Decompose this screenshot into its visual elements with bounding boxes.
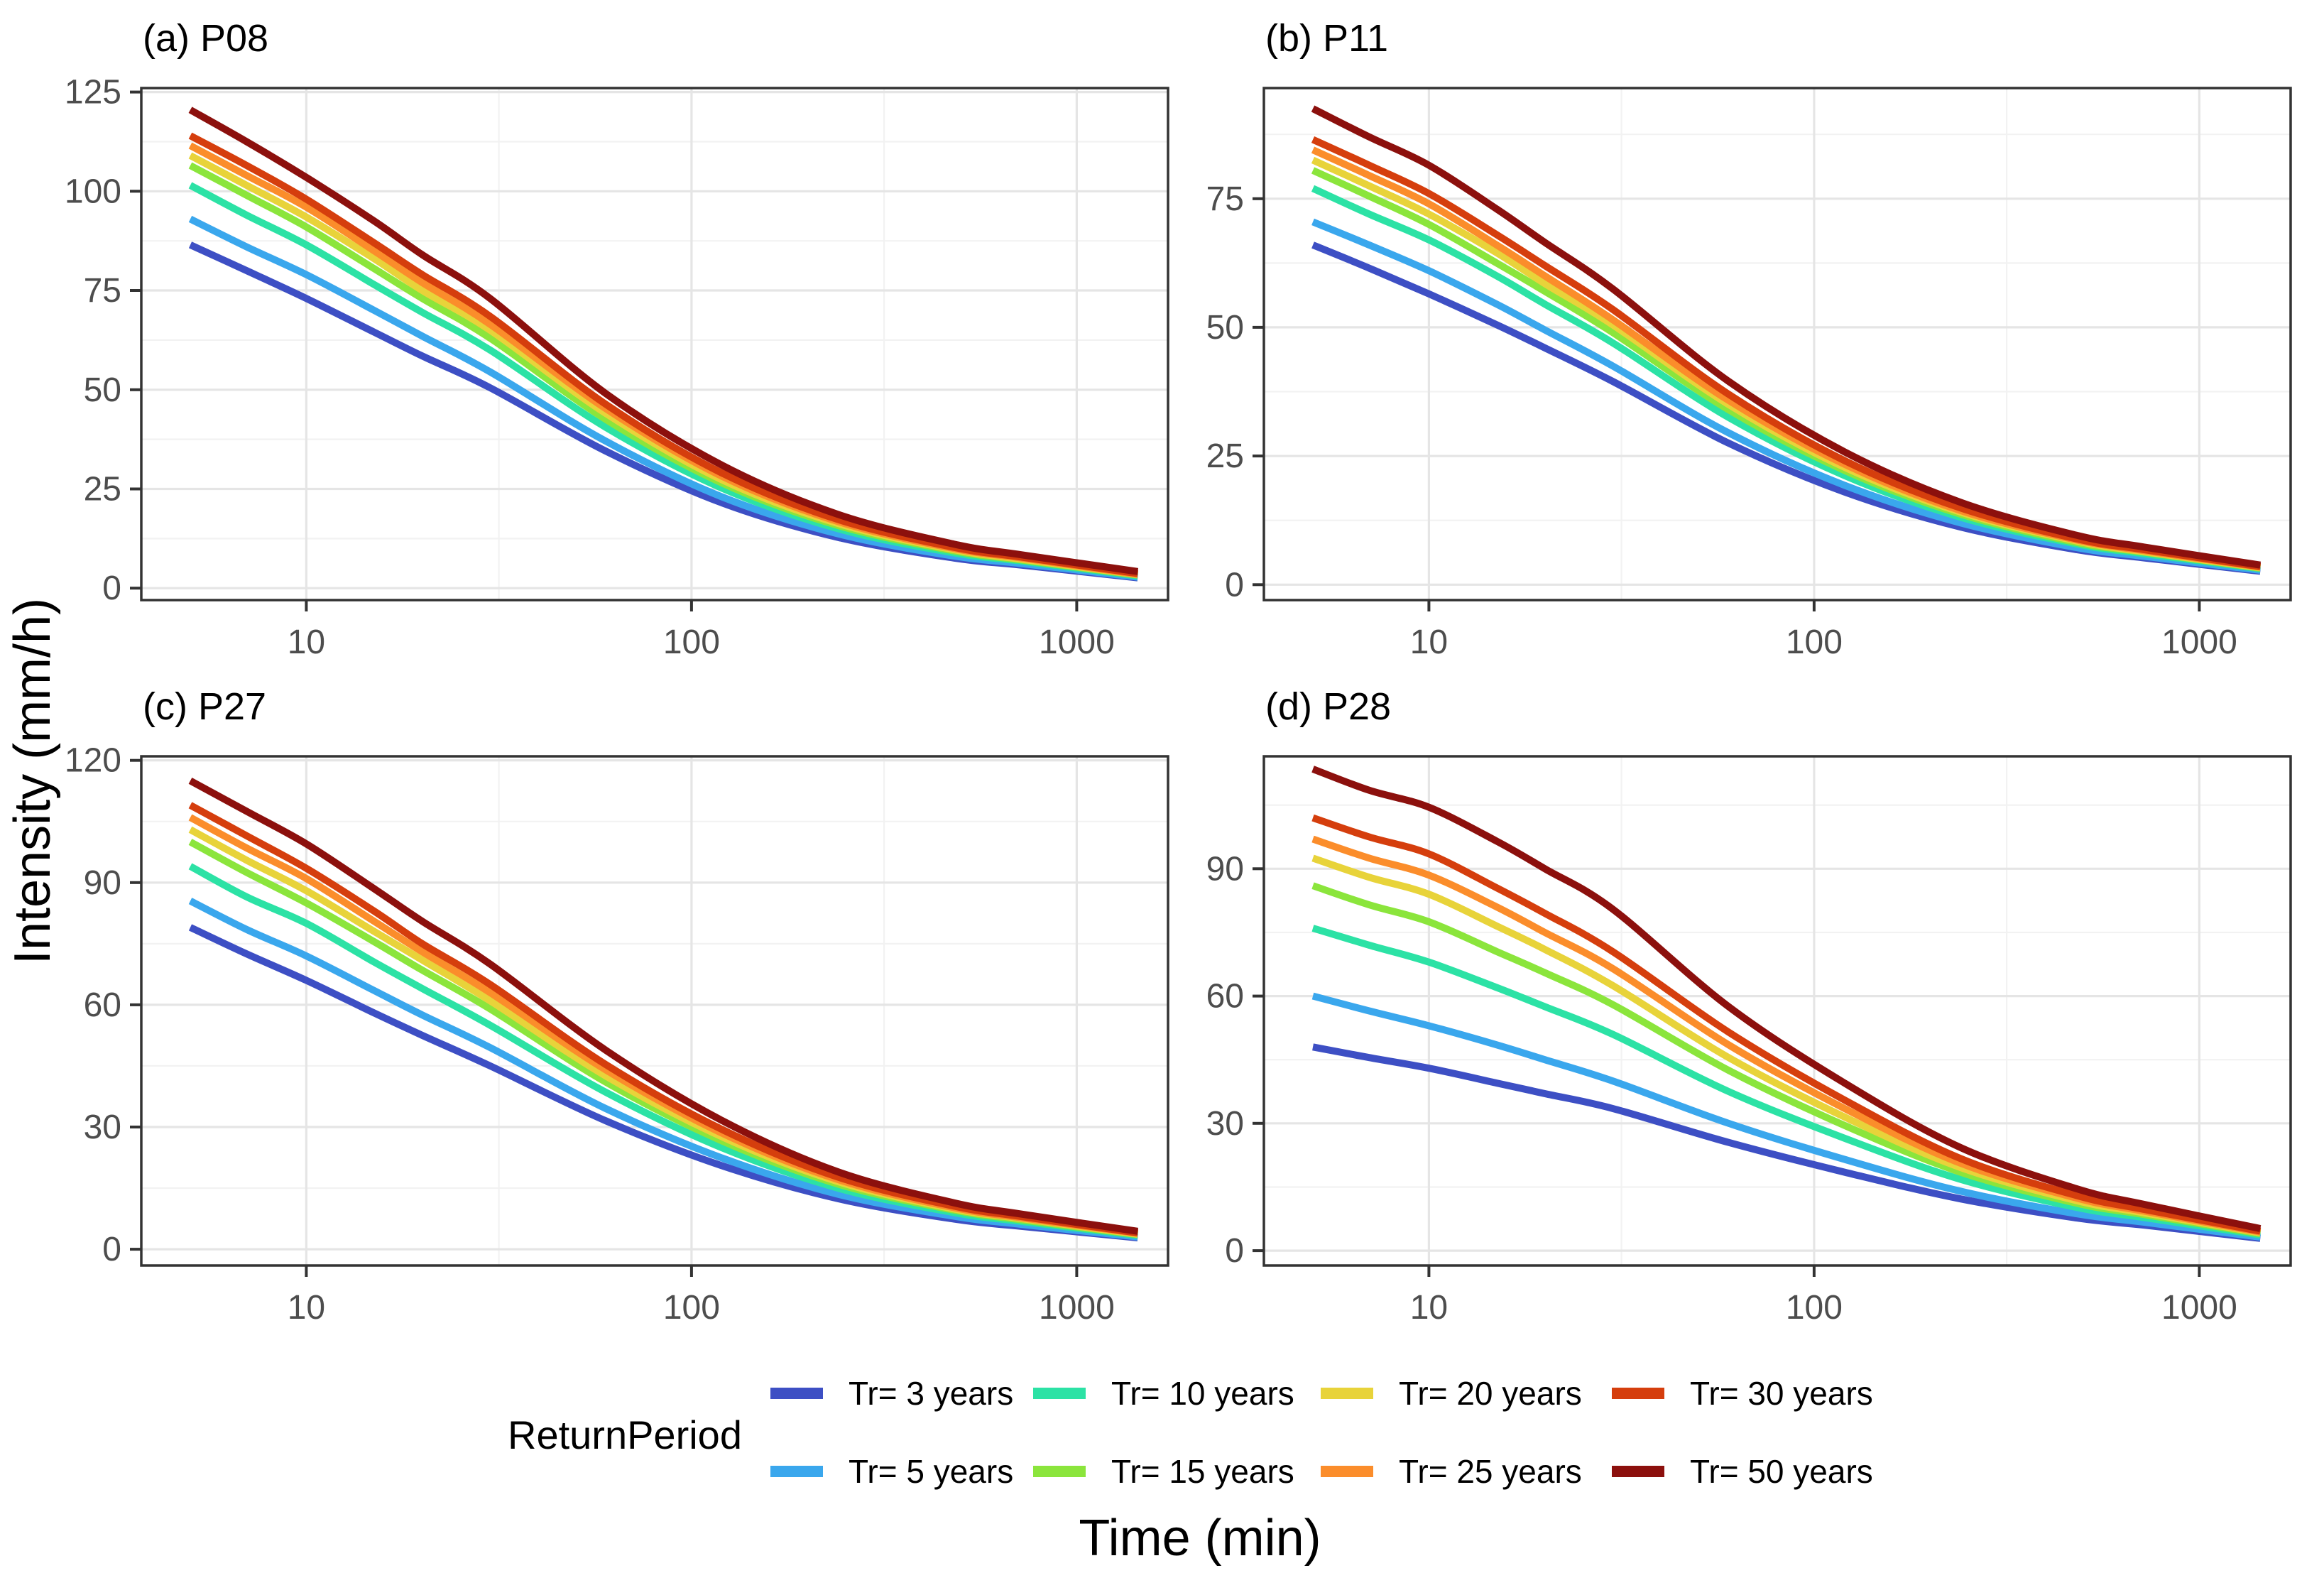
legend-label: Tr= 50 years <box>1690 1453 1873 1490</box>
axis-ticks <box>1253 867 2201 1277</box>
x-tick-label: 100 <box>663 624 720 661</box>
curve-tr-50-years <box>1311 105 2262 569</box>
major-gridlines <box>1264 756 2291 1266</box>
legend-label: Tr= 15 years <box>1111 1453 1294 1490</box>
y-tick-label: 100 <box>65 173 121 210</box>
curve-tr-10-years <box>1311 925 2262 1239</box>
y-tick-label: 0 <box>102 570 121 607</box>
legend-key-tr-3-years <box>770 1388 823 1399</box>
panel-title: (b) P11 <box>1265 17 1388 60</box>
x-tick-label: 1000 <box>2161 1289 2237 1327</box>
x-tick-label: 100 <box>663 1289 720 1327</box>
major-gridlines <box>141 88 1168 600</box>
legend-item: Tr= 15 years <box>1033 1453 1294 1490</box>
curve-tr-50-years <box>188 107 1139 575</box>
panel-d: 10 100 1000 0 30 60 90 (d) P28 <box>1206 685 2292 1327</box>
curves <box>188 107 1139 582</box>
legend-item: Tr= 25 years <box>1321 1453 1582 1490</box>
legend-label: Tr= 20 years <box>1399 1375 1582 1412</box>
y-axis-title: Intensity (mm/h) <box>4 598 61 964</box>
legend: ReturnPeriod Tr= 3 years Tr= 5 years Tr= 10… <box>508 1375 1873 1490</box>
curve-tr-30-years <box>1311 814 2262 1235</box>
x-tick-label: 100 <box>1786 1289 1843 1327</box>
minor-gridlines <box>1264 88 2291 600</box>
panel-border <box>1262 87 2292 602</box>
y-tick-label: 90 <box>1206 850 1244 888</box>
major-gridlines <box>141 756 1168 1266</box>
y-tick-label: 30 <box>84 1109 121 1146</box>
legend-key-tr-10-years <box>1033 1388 1086 1399</box>
legend-item: Tr= 10 years <box>1033 1375 1294 1412</box>
legend-key-tr-50-years <box>1612 1466 1664 1477</box>
y-tick-label: 125 <box>65 74 121 111</box>
y-tick-label: 0 <box>1225 566 1244 604</box>
legend-item: Tr= 50 years <box>1612 1453 1873 1490</box>
legend-key-tr-5-years <box>770 1466 823 1477</box>
y-tick-label: 75 <box>84 272 121 310</box>
curves <box>188 778 1139 1241</box>
curves <box>1311 105 2262 575</box>
y-tick-label: 75 <box>1206 180 1244 218</box>
curve-tr-5-years <box>1311 992 2261 1241</box>
x-tick-label: 100 <box>1786 624 1843 661</box>
x-axis-title: Time (min) <box>1079 1510 1321 1567</box>
panel-background <box>1264 756 2291 1266</box>
legend-title: ReturnPeriod <box>508 1413 742 1457</box>
x-tick-label: 1000 <box>1039 624 1115 661</box>
legend-item: Tr= 30 years <box>1612 1375 1873 1412</box>
panel-title: (a) P08 <box>143 17 268 60</box>
legend-label: Tr= 30 years <box>1690 1375 1873 1412</box>
panel-border <box>1262 755 2292 1267</box>
legend-item: Tr= 5 years <box>770 1453 1013 1490</box>
y-tick-label: 60 <box>1206 978 1244 1016</box>
legend-key-tr-25-years <box>1321 1466 1373 1477</box>
y-tick-label: 120 <box>65 742 121 780</box>
x-tick-label: 10 <box>1410 624 1448 661</box>
panel-background <box>1264 88 2291 600</box>
curve-tr-50-years <box>188 778 1139 1235</box>
x-tick-label: 1000 <box>2161 624 2237 661</box>
curve-tr-50-years <box>1311 766 2262 1232</box>
y-tick-label: 25 <box>1206 437 1244 475</box>
panel-border <box>140 755 1169 1267</box>
legend-item: Tr= 3 years <box>770 1375 1013 1412</box>
legend-label: Tr= 25 years <box>1399 1453 1582 1490</box>
legend-label: Tr= 10 years <box>1111 1375 1294 1412</box>
panel-c: 10 100 1000 0 30 60 90 120 (c) P27 <box>65 685 1169 1327</box>
legend-key-tr-20-years <box>1321 1388 1373 1399</box>
x-tick-label: 10 <box>288 1289 325 1327</box>
curves <box>1311 766 2262 1242</box>
y-tick-label: 50 <box>1206 309 1244 347</box>
x-tick-label: 1000 <box>1039 1289 1115 1327</box>
y-tick-label: 60 <box>84 986 121 1024</box>
axis-ticks <box>1253 197 2201 611</box>
y-tick-label: 25 <box>84 471 121 508</box>
legend-key-tr-30-years <box>1612 1388 1664 1399</box>
minor-gridlines <box>141 88 1168 600</box>
panel-b: 10 100 1000 0 25 50 75 (b) P11 <box>1206 17 2292 661</box>
legend-key-tr-15-years <box>1033 1466 1086 1477</box>
panel-background <box>141 756 1168 1266</box>
curve-tr-3-years <box>1312 1043 2261 1242</box>
axis-ticks <box>130 758 1079 1277</box>
panel-title: (d) P28 <box>1265 685 1391 728</box>
panel-a: 10 100 1000 0 25 50 75 100 125 (a) P08 <box>65 17 1169 661</box>
y-tick-label: 0 <box>102 1231 121 1268</box>
y-tick-label: 50 <box>84 371 121 409</box>
y-tick-label: 0 <box>1225 1232 1244 1270</box>
panel-background <box>141 88 1168 600</box>
y-tick-label: 30 <box>1206 1105 1244 1143</box>
panel-title: (c) P27 <box>143 685 266 728</box>
axis-ticks <box>130 90 1079 611</box>
panel-border <box>140 87 1169 602</box>
y-tick-label: 90 <box>84 864 121 902</box>
legend-label: Tr= 3 years <box>849 1375 1013 1412</box>
legend-item: Tr= 20 years <box>1321 1375 1582 1412</box>
x-tick-label: 10 <box>288 624 325 661</box>
x-tick-label: 10 <box>1410 1289 1448 1327</box>
legend-label: Tr= 5 years <box>849 1453 1013 1490</box>
